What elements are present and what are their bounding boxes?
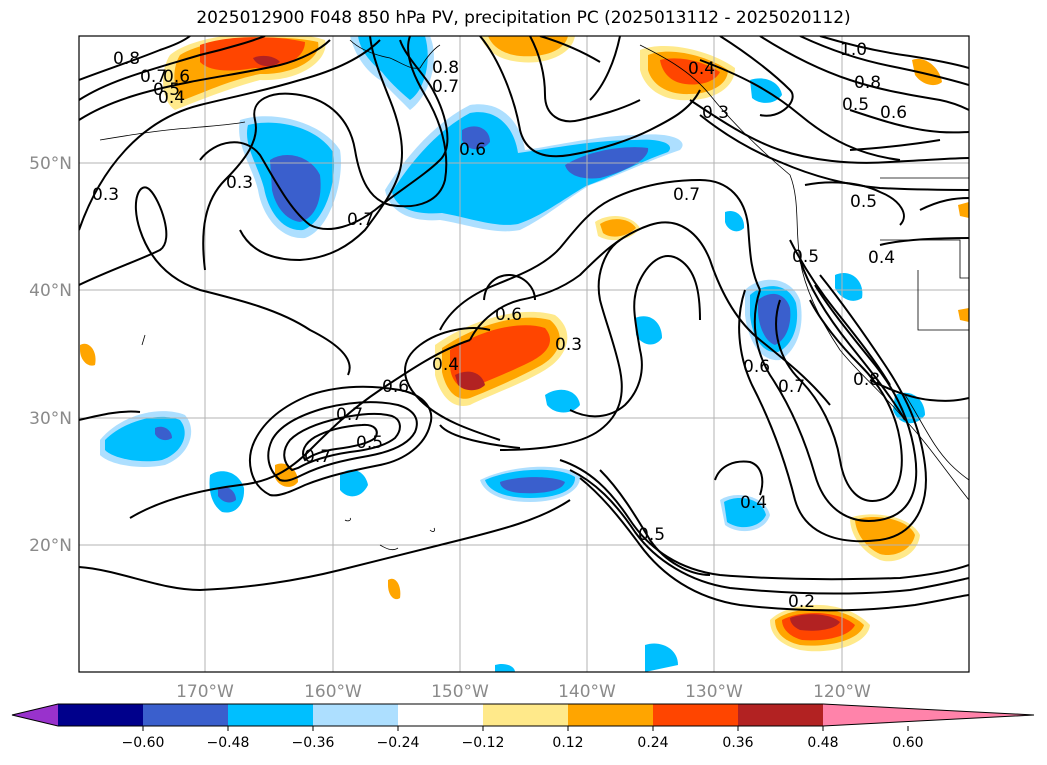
pv-contours <box>79 36 969 612</box>
contour-label: 0.5 <box>638 525 665 545</box>
colorbar-extend-max <box>823 704 1034 726</box>
contour-label: 0.8 <box>853 370 880 390</box>
colorbar-tick-label: −0.24 <box>377 735 420 751</box>
contour-label: 0.5 <box>792 247 819 267</box>
colorbar-tick-label: 0.12 <box>552 735 583 751</box>
contour-label: 0.3 <box>555 335 582 355</box>
contour-label: 0.5 <box>153 80 180 100</box>
colorbar-extend-min <box>12 704 58 726</box>
contour-label: 0.5 <box>356 433 383 453</box>
contour-label: 0.5 <box>842 95 869 115</box>
colorbar-tick-label: −0.48 <box>207 735 250 751</box>
contour-label: 0.4 <box>688 59 715 79</box>
colorbar-swatch <box>228 704 313 726</box>
colorbar-tick-label: 0.36 <box>722 735 753 751</box>
contour-label: 0.3 <box>702 103 729 123</box>
colorbar-swatch <box>568 704 653 726</box>
lat-label-30n: 30°N <box>29 409 72 429</box>
lon-label-160w: 160°W <box>304 682 362 702</box>
chart-title: 2025012900 F048 850 hPa PV, precipitatio… <box>196 8 851 28</box>
colorbar-tick-label: 0.24 <box>637 735 668 751</box>
contour-label: 0.6 <box>382 377 409 397</box>
colorbar-swatch <box>483 704 568 726</box>
contour-label: 0.6 <box>880 103 907 123</box>
lon-label-130w: 130°W <box>685 682 743 702</box>
lon-label-140w: 140°W <box>558 682 616 702</box>
contour-label: 0.7 <box>304 447 331 467</box>
contour-label: 0.4 <box>740 493 767 513</box>
lat-label-40n: 40°N <box>29 281 72 301</box>
contour-label: 0.7 <box>432 77 459 97</box>
contour-label: 0.6 <box>459 140 486 160</box>
contour-label: 0.7 <box>336 405 363 425</box>
lon-label-150w: 150°W <box>431 682 489 702</box>
contour-label: 0.4 <box>432 355 459 375</box>
contour-label: 0.8 <box>854 73 881 93</box>
contour-label: 0.3 <box>92 185 119 205</box>
contour-label: 0.4 <box>868 248 895 268</box>
contour-label: 0.6 <box>495 305 522 325</box>
lon-label-170w: 170°W <box>176 682 234 702</box>
colorbar-swatch <box>143 704 228 726</box>
contour-label: 0.7 <box>347 210 374 230</box>
map-border <box>78 35 970 673</box>
colorbar-swatch <box>313 704 398 726</box>
colorbar-swatch <box>398 704 483 726</box>
contour-label: 0.8 <box>113 49 140 69</box>
contour-label: 0.6 <box>743 357 770 377</box>
contour-label: 0.2 <box>788 592 815 612</box>
contour-label: 0.7 <box>673 185 700 205</box>
colorbar: −0.60 −0.48 −0.36 −0.24 −0.12 0.12 0.24 0.36 0.4… <box>11 703 1035 751</box>
colorbar-tick-label: 0.48 <box>807 735 838 751</box>
lat-label-50n: 50°N <box>29 154 72 174</box>
contour-label: 1.0 <box>840 40 867 60</box>
lat-label-20n: 20°N <box>29 536 72 556</box>
contour-label: 0.7 <box>778 377 805 397</box>
longitude-labels: 170°W 160°W 150°W 140°W 130°W 120°W <box>176 682 871 702</box>
colorbar-tick-label: −0.60 <box>122 735 165 751</box>
graticule <box>79 36 969 672</box>
contour-label: 0.4 <box>158 88 185 108</box>
colorbar-swatch <box>738 704 823 726</box>
colorbar-swatch <box>58 704 143 726</box>
contour-label: 0.7 <box>140 67 167 87</box>
contour-label: 0.3 <box>226 173 253 193</box>
lon-label-120w: 120°W <box>813 682 871 702</box>
contour-label: 0.5 <box>850 192 877 212</box>
colorbar-outline <box>11 703 1035 727</box>
colorbar-tick-label: −0.12 <box>462 735 505 751</box>
latitude-labels: 50°N 40°N 30°N 20°N <box>29 154 72 556</box>
contour-label-group: 0.8 0.7 0.6 0.5 0.4 0.3 0.3 0.7 0.6 0.8 … <box>92 40 907 612</box>
colorbar-tick-label: 0.60 <box>892 735 923 751</box>
contour-label: 0.6 <box>163 67 190 87</box>
contour-label: 0.8 <box>432 58 459 78</box>
colorbar-swatch <box>653 704 738 726</box>
colorbar-tick-label: −0.36 <box>292 735 335 751</box>
